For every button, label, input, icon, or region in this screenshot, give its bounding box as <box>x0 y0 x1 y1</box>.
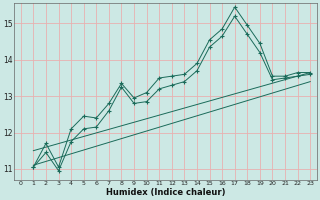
X-axis label: Humidex (Indice chaleur): Humidex (Indice chaleur) <box>106 188 225 197</box>
